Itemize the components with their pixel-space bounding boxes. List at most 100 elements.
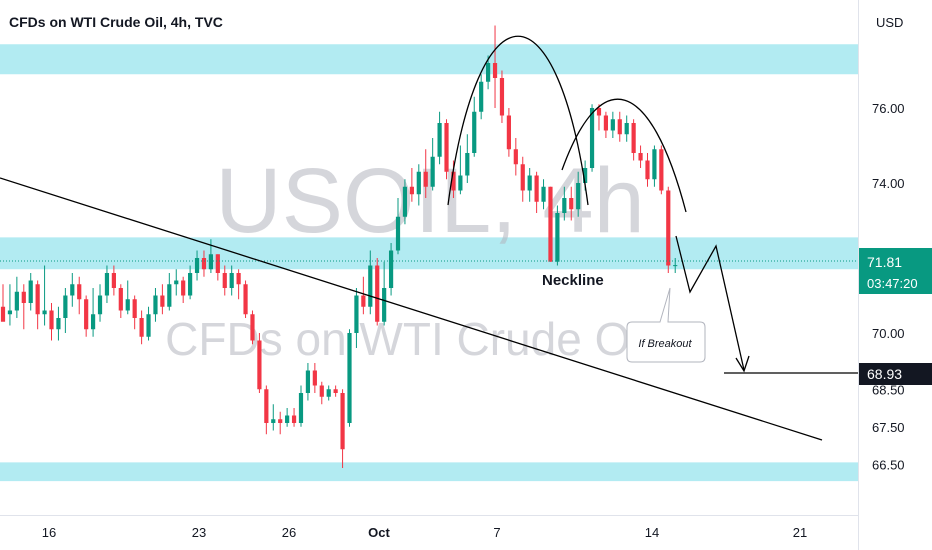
candle-body: [513, 149, 518, 165]
candle: [576, 171, 581, 217]
time-tick-label: Oct: [368, 525, 390, 540]
current-price-value: 71.81: [867, 254, 902, 270]
candle-body: [264, 389, 269, 423]
candle: [354, 288, 359, 348]
candle-body: [499, 78, 505, 116]
candle: [139, 310, 144, 345]
candle-body: [243, 284, 248, 315]
candle: [243, 280, 248, 318]
candle-body: [49, 310, 54, 330]
candle-body: [638, 153, 643, 161]
candle: [49, 303, 54, 341]
candle-body: [354, 295, 359, 333]
candle-body: [125, 299, 130, 311]
time-tick-label: 7: [493, 525, 500, 540]
left-shoulder-arc: [447, 35, 589, 206]
candle-body: [610, 119, 615, 131]
chart-title: CFDs on WTI Crude Oil, 4h, TVC: [9, 14, 223, 30]
price-tick-label: 68.50: [872, 382, 905, 397]
candle-body: [402, 186, 408, 217]
candle: [77, 276, 82, 315]
candle-body: [361, 295, 366, 307]
candle: [652, 145, 657, 187]
candle-body: [562, 198, 567, 213]
candle-body: [278, 419, 283, 423]
candle: [569, 186, 574, 221]
candle-body: [215, 254, 220, 273]
candle: [589, 104, 595, 172]
candle: [423, 149, 428, 198]
candle: [506, 108, 511, 157]
candle-body: [236, 273, 241, 285]
candle-body: [569, 198, 574, 210]
candle: [0, 284, 6, 322]
candle: [305, 363, 311, 401]
candle-body: [298, 393, 304, 423]
drawings: [0, 35, 858, 441]
candle-body: [160, 295, 165, 307]
candle-body: [423, 171, 428, 187]
candle: [97, 284, 103, 322]
candle-body: [90, 314, 96, 330]
time-tick-label: 21: [793, 525, 807, 540]
candle: [659, 145, 664, 195]
candle: [555, 205, 560, 266]
candle-body: [583, 168, 588, 183]
candle: [645, 153, 650, 187]
candle-body: [28, 280, 33, 303]
candle: [194, 250, 200, 281]
candle-body: [118, 288, 123, 311]
candle-body: [319, 385, 324, 397]
candle-body: [492, 63, 498, 78]
price-tick-label: 67.50: [872, 420, 905, 435]
candle: [7, 284, 13, 326]
candle: [28, 273, 33, 311]
candle: [624, 115, 629, 142]
candle-body: [167, 284, 172, 307]
candles: [0, 25, 678, 468]
candle-body: [596, 108, 602, 116]
candle-body: [603, 115, 609, 131]
candle: [104, 265, 110, 303]
currency-label: USD: [876, 15, 903, 30]
candle-body: [527, 175, 532, 191]
candle-body: [430, 156, 435, 187]
candle: [174, 269, 179, 296]
candle: [201, 250, 207, 277]
candle-body: [84, 299, 89, 330]
candle-body: [465, 153, 470, 176]
time-axis: 16 23 26 Oct 7 14 21: [42, 525, 807, 540]
candle: [132, 295, 137, 330]
target-price-value: 68.93: [867, 366, 902, 382]
current-price-countdown: 03:47:20: [867, 276, 918, 291]
candle: [562, 186, 567, 221]
candle-body: [368, 265, 373, 307]
price-tick-label: 76.00: [872, 101, 905, 116]
candle: [298, 385, 304, 427]
candle: [479, 74, 484, 120]
candle: [638, 145, 643, 168]
candle-body: [250, 314, 255, 341]
candle-body: [520, 164, 525, 191]
candle-body: [666, 190, 671, 266]
candle-body: [146, 314, 151, 337]
candle: [229, 265, 234, 296]
candle-body: [347, 333, 352, 423]
candle-body: [222, 273, 227, 288]
candle-body: [188, 273, 193, 296]
candle: [285, 408, 290, 427]
candle: [21, 284, 26, 330]
candle: [319, 381, 324, 405]
time-tick-label: 14: [645, 525, 659, 540]
callout-bubble: [626, 287, 706, 363]
candle-body: [70, 284, 75, 296]
candle-body: [201, 258, 207, 270]
zone-0: [0, 44, 858, 75]
candle-body: [63, 295, 68, 318]
candle: [111, 265, 116, 296]
candle-body: [340, 393, 345, 450]
watermark-description: CFDs on WTI Crude Oil: [165, 313, 651, 365]
candle-body: [305, 370, 311, 393]
